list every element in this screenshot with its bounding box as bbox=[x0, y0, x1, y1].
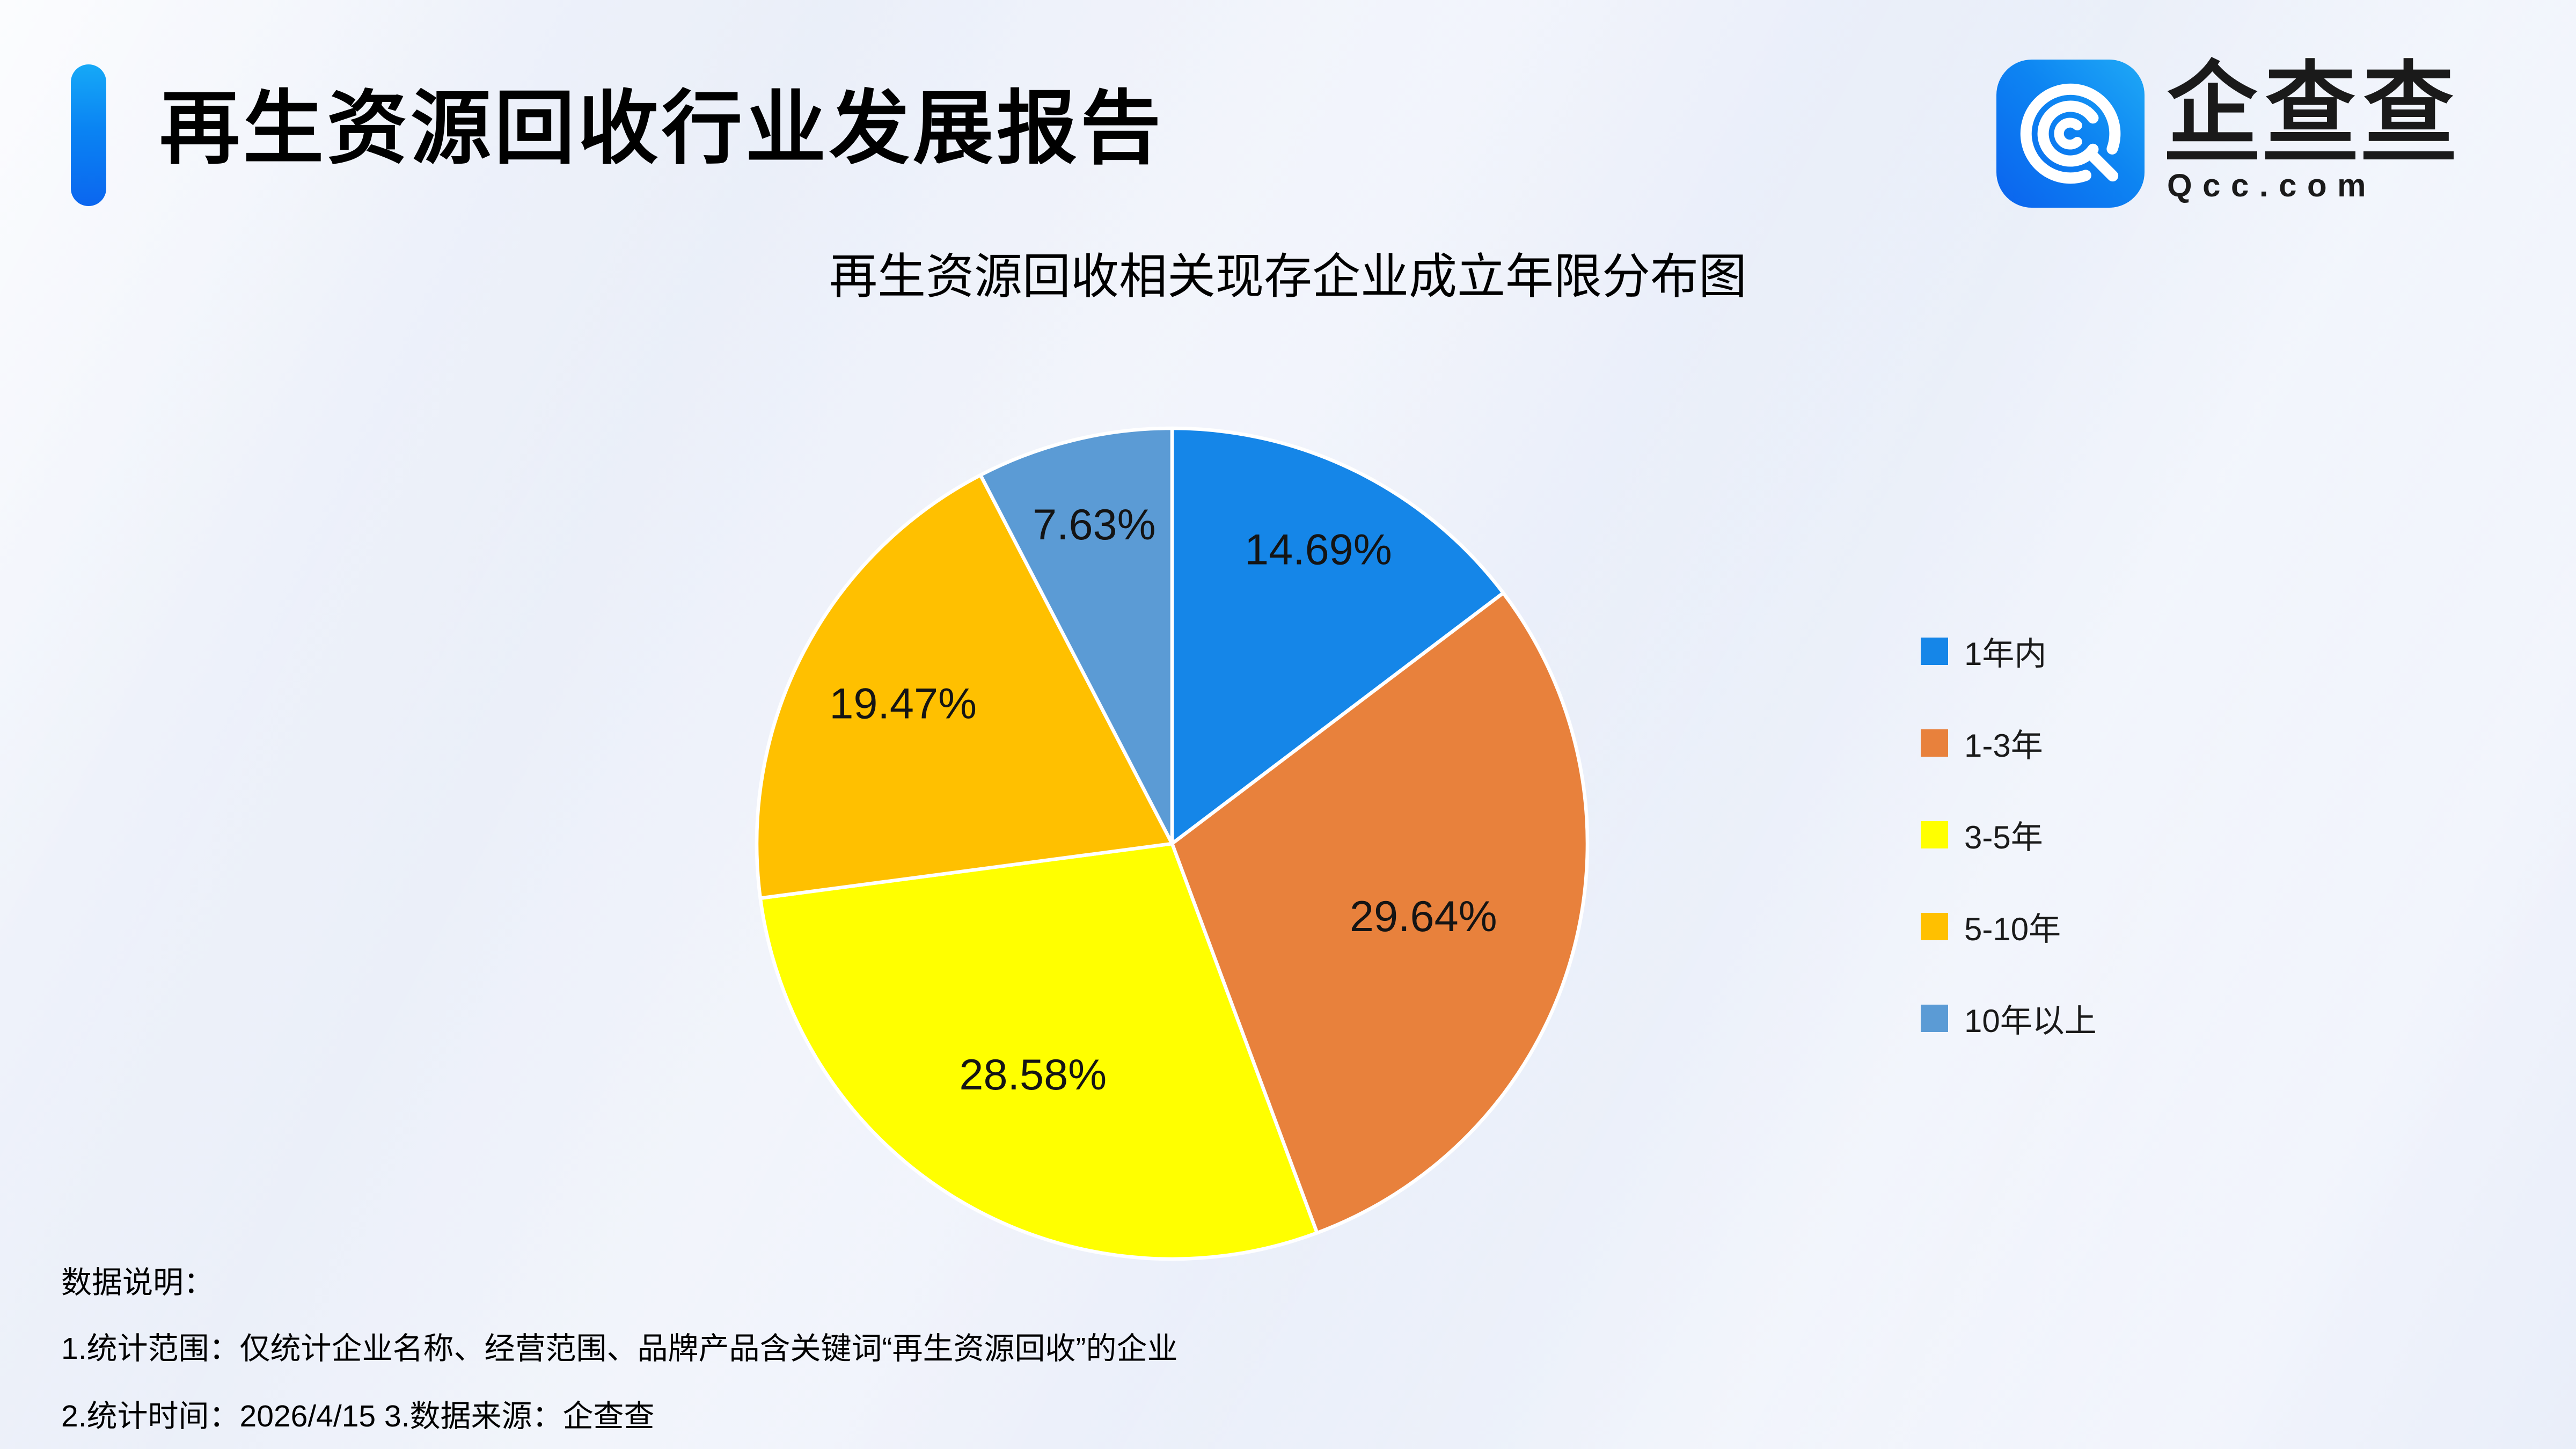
chart-legend: 1年内 1-3年 3-5年 5-10年 10年以上 bbox=[1921, 623, 2097, 1082]
pie-slice-under-1-year bbox=[1170, 426, 1505, 846]
qcc-brand-logo: 企查查 Qcc.com bbox=[1996, 59, 2454, 208]
pie-chart: 14.69% 29.64% 28.58% 19.47% 7.63% bbox=[755, 426, 1590, 1261]
pie-slice-over-10-years bbox=[978, 426, 1174, 846]
qcc-logo-icon bbox=[1996, 60, 2145, 208]
pie-slice-5-10-years bbox=[755, 473, 1174, 900]
pie-label-1-3-years: 29.64% bbox=[1350, 892, 1497, 941]
brand-char: 查 bbox=[2363, 59, 2454, 159]
legend-item-under-1-year: 1年内 bbox=[1921, 623, 2097, 678]
page-title: 再生资源回收行业发展报告 bbox=[159, 84, 1164, 174]
legend-swatch-1-3-years bbox=[1921, 728, 1948, 756]
brand-char: 查 bbox=[2265, 59, 2355, 159]
brand-text-block: 企查查 Qcc.com bbox=[2167, 59, 2454, 208]
legend-label-5-10-years: 5-10年 bbox=[1964, 912, 2061, 948]
footnote-scope: 1.统计范围：仅统计企业名称、经营范围、品牌产品含关键词“再生资源回收”的企业 bbox=[61, 1333, 1178, 1367]
pie-label-over-10-years: 7.63% bbox=[1033, 501, 1156, 549]
chart-title: 再生资源回收相关现存企业成立年限分布图 bbox=[829, 251, 1747, 304]
legend-item-over-10-years: 10年以上 bbox=[1921, 990, 2097, 1045]
brand-char: 企 bbox=[2167, 59, 2257, 159]
legend-item-3-5-years: 3-5年 bbox=[1921, 807, 2097, 861]
legend-swatch-5-10-years bbox=[1921, 912, 1948, 940]
legend-swatch-under-1-year bbox=[1921, 636, 1948, 664]
pie-label-5-10-years: 19.47% bbox=[829, 679, 977, 728]
legend-label-over-10-years: 10年以上 bbox=[1964, 1004, 2097, 1040]
legend-label-1-3-years: 1-3年 bbox=[1964, 728, 2043, 764]
legend-swatch-over-10-years bbox=[1921, 1004, 1948, 1031]
legend-label-under-1-year: 1年内 bbox=[1964, 636, 2047, 672]
legend-label-3-5-years: 3-5年 bbox=[1964, 820, 2043, 856]
brand-name-cn: 企查查 bbox=[2167, 59, 2454, 159]
legend-item-1-3-years: 1-3年 bbox=[1921, 715, 2097, 770]
brand-domain: Qcc.com bbox=[2167, 169, 2376, 204]
legend-swatch-3-5-years bbox=[1921, 820, 1948, 848]
legend-item-5-10-years: 5-10年 bbox=[1921, 898, 2097, 953]
footnote-date-source: 2.统计时间：2026/4/15 3.数据来源：企查查 bbox=[61, 1401, 655, 1435]
title-accent-bar bbox=[71, 64, 106, 206]
pie-label-under-1-year: 14.69% bbox=[1245, 526, 1392, 574]
pie-slice-3-5-years bbox=[758, 841, 1319, 1261]
pie-slice-1-3-years bbox=[1170, 591, 1590, 1235]
footnote-heading: 数据说明： bbox=[61, 1267, 215, 1301]
pie-label-3-5-years: 28.58% bbox=[959, 1051, 1107, 1099]
